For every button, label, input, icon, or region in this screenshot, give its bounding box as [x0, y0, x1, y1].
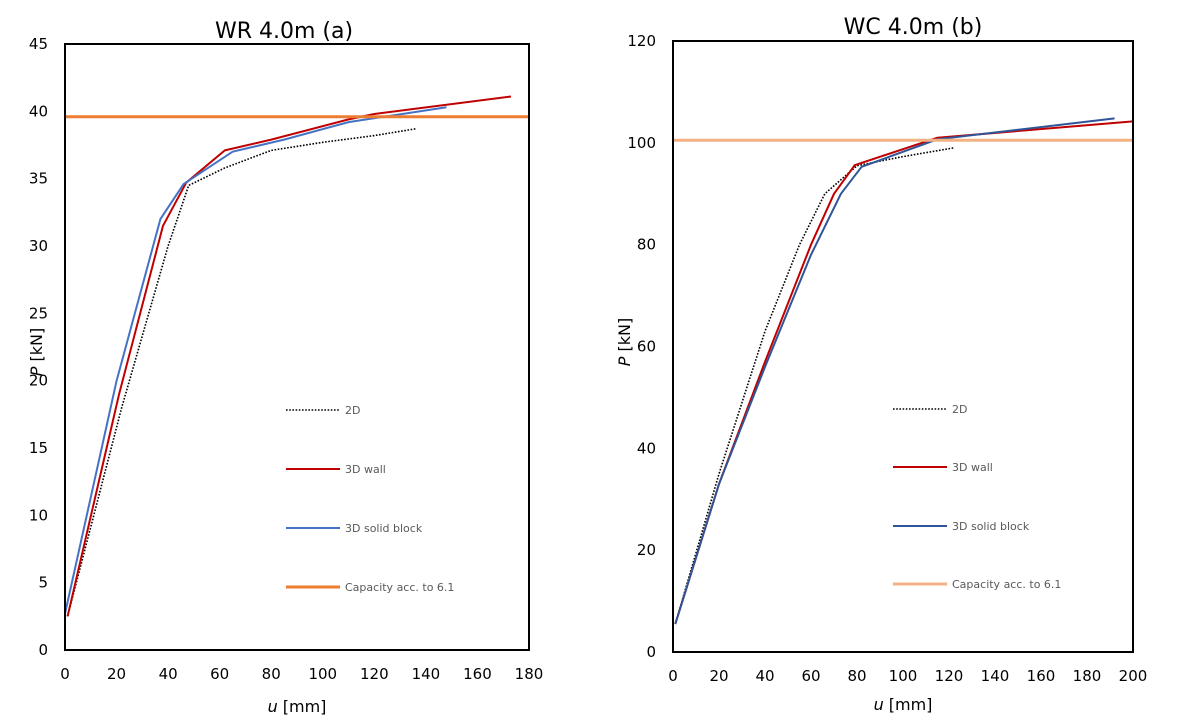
x-tick-label: 80: [847, 667, 866, 685]
plot-frame: [64, 43, 530, 651]
x-axis-title: u [mm]: [268, 697, 327, 716]
legend: 2D 3D wall 3D solid block Capacity acc. to …: [286, 404, 454, 594]
x-tick-label: 20: [107, 665, 126, 683]
y-tick-label: 20: [637, 541, 656, 559]
x-tick-label: 0: [668, 667, 678, 685]
x-axis-var: u: [874, 695, 884, 714]
x-tick-label: 60: [801, 667, 820, 685]
series-line-3d-wall: [66, 95, 512, 617]
x-tick-label: 180: [1073, 667, 1102, 685]
y-tick-label: 15: [29, 439, 48, 457]
x-tick-label: 0: [60, 665, 70, 683]
y-tick-label: 0: [646, 643, 656, 661]
legend-label: 2D: [345, 404, 360, 417]
y-tick-label: 30: [29, 237, 48, 255]
y-tick-label: 20: [29, 372, 48, 390]
legend: 2D 3D wall 3D solid block Capacity acc. to …: [893, 403, 1061, 591]
x-tick-label: 140: [412, 665, 441, 683]
x-tick-label: 180: [515, 665, 544, 683]
legend-label: 3D wall: [345, 463, 386, 476]
x-tick-label: 160: [463, 665, 492, 683]
legend-label: 2D: [952, 403, 967, 416]
y-tick-label: 100: [627, 134, 656, 152]
y-axis-title: P [kN]: [27, 328, 46, 376]
x-tick-label: 80: [262, 665, 281, 683]
y-tick-label: 120: [627, 32, 656, 50]
y-tick-label: 25: [29, 304, 48, 322]
x-tick-label: 120: [935, 667, 964, 685]
y-tick-label: 40: [637, 439, 656, 457]
x-axis-unit: [mm]: [889, 695, 933, 714]
y-tick-label: 10: [29, 506, 48, 524]
x-tick-label: 20: [709, 667, 728, 685]
y-tick-label: 60: [637, 338, 656, 356]
x-tick-label: 40: [755, 667, 774, 685]
y-tick-label: 35: [29, 170, 48, 188]
chart-wr-4-0m: WR 4.0m (a) u [mm] P [kN] 0 5 10 15 20 25 30 35 40…: [27, 19, 543, 716]
series-line-3d-solid-block: [674, 117, 1115, 625]
y-tick-label: 40: [29, 102, 48, 120]
series-line-3d-wall: [674, 120, 1133, 625]
y-tick-label: 45: [29, 35, 48, 53]
x-tick-label: 160: [1027, 667, 1056, 685]
y-tick-label: 0: [38, 641, 48, 659]
series-line-2d: [674, 147, 954, 625]
x-axis-unit: [mm]: [283, 697, 327, 716]
x-tick-label: 120: [360, 665, 389, 683]
y-tick-label: 5: [38, 574, 48, 592]
chart-title: WR 4.0m (a): [215, 19, 353, 44]
chart-wc-4-0m: WC 4.0m (b) u [mm] P [kN] 0 20 40 60 80 100 120 0…: [615, 15, 1147, 714]
legend-label: 3D wall: [952, 461, 993, 474]
legend-label: 3D solid block: [952, 520, 1030, 533]
chart-title: WC 4.0m (b): [844, 15, 983, 40]
x-axis-title: u [mm]: [874, 695, 933, 714]
x-tick-label: 60: [210, 665, 229, 683]
x-tick-label: 200: [1119, 667, 1148, 685]
y-axis-title: P [kN]: [615, 318, 634, 366]
y-axis-unit: [kN]: [615, 318, 634, 352]
legend-label: Capacity acc. to 6.1: [952, 578, 1061, 591]
legend-label: Capacity acc. to 6.1: [345, 581, 454, 594]
x-tick-label: 40: [159, 665, 178, 683]
y-axis-unit: [kN]: [27, 328, 46, 362]
x-axis-var: u: [268, 697, 278, 716]
series-line-2d: [66, 128, 416, 617]
y-axis-var: P: [615, 356, 634, 366]
y-tick-label: 80: [637, 236, 656, 254]
series-line-3d-solid-block: [65, 106, 447, 614]
x-tick-label: 140: [981, 667, 1010, 685]
plot-frame: [672, 40, 1134, 653]
y-axis-var: P: [27, 366, 46, 376]
x-tick-label: 100: [889, 667, 918, 685]
x-tick-label: 100: [308, 665, 337, 683]
legend-label: 3D solid block: [345, 522, 423, 535]
